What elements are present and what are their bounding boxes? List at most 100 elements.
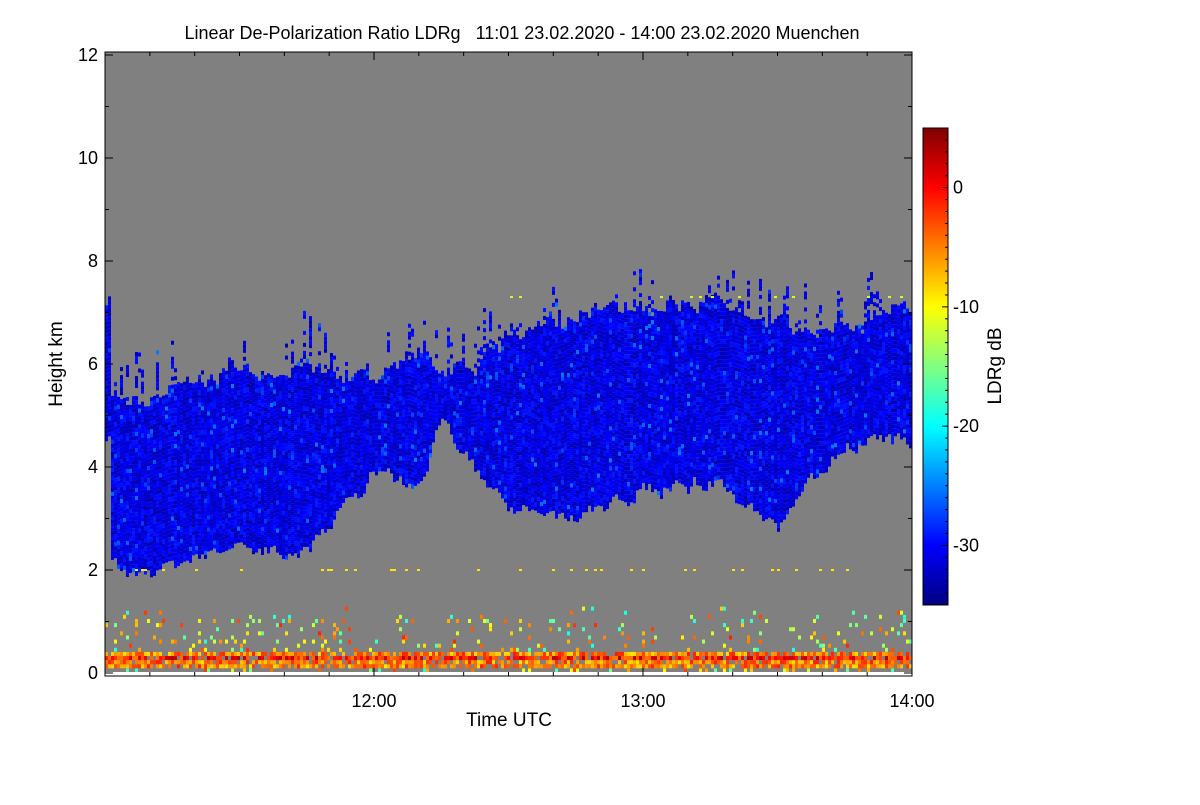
heatmap-cell (270, 415, 273, 420)
heatmap-cell (318, 471, 321, 476)
heatmap-cell (351, 436, 354, 441)
heatmap-cell (330, 497, 333, 502)
heatmap-cell (360, 385, 363, 390)
heatmap-cell (120, 455, 123, 460)
heatmap-cell (177, 664, 180, 669)
heatmap-cell (396, 452, 399, 457)
heatmap-cell (174, 544, 177, 549)
heatmap-cell (291, 423, 294, 428)
heatmap-cell (105, 337, 108, 342)
heatmap-cell (294, 664, 297, 669)
heatmap-cell (219, 481, 222, 486)
heatmap-cell (204, 502, 207, 507)
heatmap-cell (342, 434, 345, 439)
heatmap-cell (402, 664, 405, 669)
heatmap-cell (357, 446, 360, 451)
heatmap-cell (183, 445, 186, 450)
heatmap-cell (306, 526, 309, 531)
heatmap-cell (408, 651, 411, 656)
heatmap-cell (267, 413, 270, 418)
heatmap-cell (141, 425, 144, 430)
heatmap-cell (258, 520, 261, 525)
heatmap-cell (117, 560, 120, 565)
heatmap-cell (399, 468, 402, 473)
heatmap-cell (177, 558, 180, 563)
heatmap-cell (303, 446, 306, 451)
heatmap-cell (345, 485, 348, 490)
heatmap-cell (192, 656, 195, 661)
heatmap-cell (336, 446, 339, 451)
heatmap-cell (315, 378, 318, 383)
heatmap-cell (336, 382, 339, 387)
heatmap-cell (114, 530, 117, 535)
heatmap-cell (357, 664, 360, 669)
heatmap-cell (423, 452, 426, 457)
heatmap-cell (393, 462, 396, 467)
heatmap-cell (126, 528, 129, 533)
heatmap-cell (198, 438, 201, 443)
heatmap-cell (282, 447, 285, 452)
heatmap-cell (219, 473, 222, 478)
heatmap-cell (201, 506, 204, 511)
heatmap-cell (342, 410, 345, 415)
heatmap-cell (306, 414, 309, 419)
heatmap-cell (405, 375, 408, 380)
heatmap-cell (228, 457, 231, 462)
heatmap-cell (402, 428, 405, 433)
heatmap-cell (315, 466, 318, 471)
heatmap-cell (402, 460, 405, 465)
heatmap-cell (414, 369, 417, 374)
heatmap-cell (180, 479, 183, 484)
heatmap-cell (204, 406, 207, 411)
heatmap-cell (369, 408, 372, 413)
heatmap-cell (207, 391, 210, 396)
heatmap-cell (174, 388, 177, 393)
heatmap-cell (363, 441, 366, 446)
heatmap-cell (279, 386, 282, 391)
heatmap-cell (315, 434, 318, 439)
heatmap-cell (312, 504, 315, 509)
heatmap-cell (330, 405, 333, 410)
heatmap-cell (204, 546, 207, 551)
heatmap-cell (432, 366, 435, 371)
heatmap-cell (261, 546, 264, 551)
heatmap-cell (189, 386, 192, 391)
heatmap-cell (186, 516, 189, 521)
heatmap-cell (225, 651, 228, 656)
heatmap-cell (177, 406, 180, 411)
heatmap-cell (321, 448, 324, 453)
heatmap-cell (309, 544, 312, 549)
heatmap-cell (276, 428, 279, 433)
heatmap-cell (135, 488, 138, 493)
heatmap-cell (270, 523, 273, 528)
heatmap-cell (129, 424, 132, 429)
heatmap-cell (366, 660, 369, 665)
heatmap-cell (246, 435, 249, 440)
heatmap-cell (156, 558, 159, 563)
heatmap-cell (423, 651, 426, 656)
heatmap-cell (264, 451, 267, 456)
heatmap-cell (120, 519, 123, 524)
heatmap-cell (435, 656, 438, 661)
heatmap-cell (159, 505, 162, 510)
heatmap-cell (252, 430, 255, 435)
heatmap-cell (327, 656, 330, 661)
heatmap-cell (162, 443, 165, 448)
heatmap-cell (282, 423, 285, 428)
heatmap-cell (189, 530, 192, 535)
heatmap-cell (138, 548, 141, 553)
heatmap-cell (321, 492, 324, 497)
heatmap-cell (348, 453, 351, 458)
heatmap-cell (417, 569, 420, 571)
heatmap-cell (411, 656, 414, 661)
heatmap-cell (129, 516, 132, 521)
heatmap-cell (234, 447, 237, 452)
heatmap-cell (249, 376, 252, 381)
heatmap-cell (300, 518, 303, 523)
heatmap-cell (309, 384, 312, 389)
heatmap-cell (327, 397, 330, 402)
heatmap-cell (393, 478, 396, 483)
heatmap-cell (324, 508, 327, 513)
heatmap-cell (345, 393, 348, 398)
heatmap-cell (324, 504, 327, 509)
